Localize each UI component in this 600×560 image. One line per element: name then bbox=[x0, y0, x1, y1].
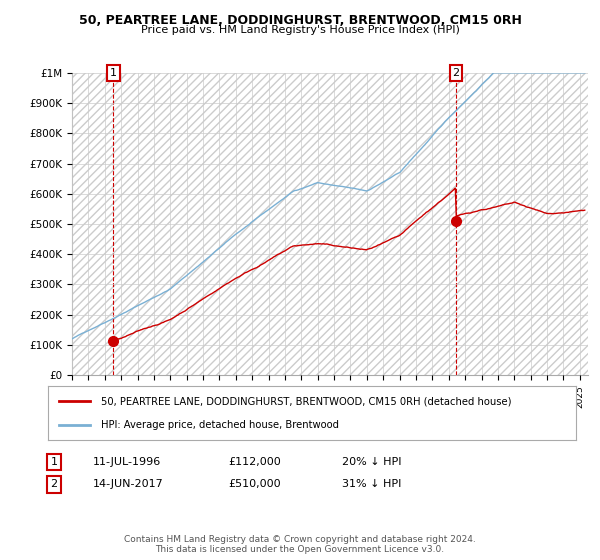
Text: Price paid vs. HM Land Registry's House Price Index (HPI): Price paid vs. HM Land Registry's House … bbox=[140, 25, 460, 35]
Text: £112,000: £112,000 bbox=[228, 457, 281, 467]
Text: 1: 1 bbox=[50, 457, 58, 467]
Text: 2: 2 bbox=[50, 479, 58, 489]
Text: 2: 2 bbox=[452, 68, 460, 78]
Text: 31% ↓ HPI: 31% ↓ HPI bbox=[342, 479, 401, 489]
Text: 11-JUL-1996: 11-JUL-1996 bbox=[93, 457, 161, 467]
Text: HPI: Average price, detached house, Brentwood: HPI: Average price, detached house, Bren… bbox=[101, 419, 339, 430]
Text: 14-JUN-2017: 14-JUN-2017 bbox=[93, 479, 164, 489]
Text: 20% ↓ HPI: 20% ↓ HPI bbox=[342, 457, 401, 467]
Text: 50, PEARTREE LANE, DODDINGHURST, BRENTWOOD, CM15 0RH: 50, PEARTREE LANE, DODDINGHURST, BRENTWO… bbox=[79, 14, 521, 27]
Text: 1: 1 bbox=[110, 68, 117, 78]
Text: £510,000: £510,000 bbox=[228, 479, 281, 489]
Text: 50, PEARTREE LANE, DODDINGHURST, BRENTWOOD, CM15 0RH (detached house): 50, PEARTREE LANE, DODDINGHURST, BRENTWO… bbox=[101, 396, 511, 407]
Text: Contains HM Land Registry data © Crown copyright and database right 2024.
This d: Contains HM Land Registry data © Crown c… bbox=[124, 535, 476, 554]
